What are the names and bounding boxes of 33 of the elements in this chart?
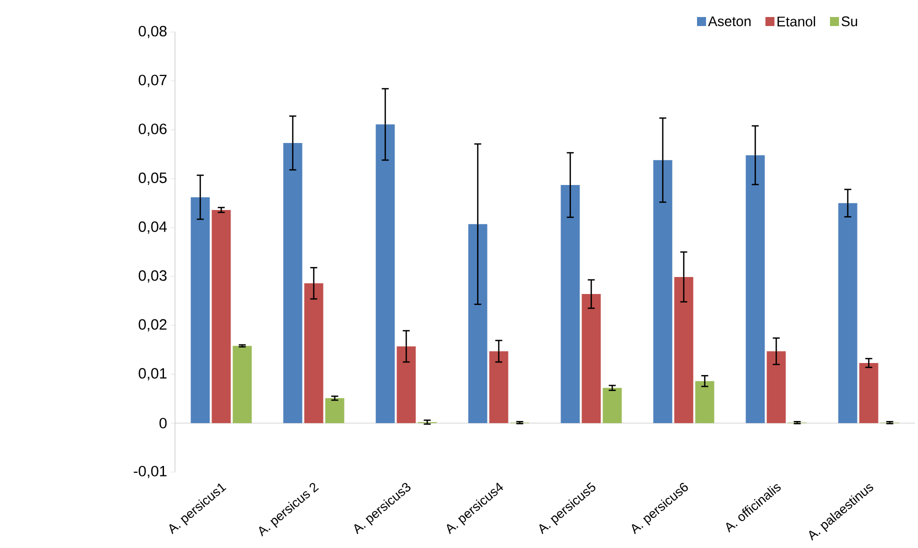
legend-label: Aseton bbox=[708, 16, 751, 26]
y-tick-label: 0,01 bbox=[138, 368, 166, 380]
bar bbox=[489, 351, 508, 424]
y-tick-label: 0,05 bbox=[138, 172, 167, 185]
y-tick-label: 0,02 bbox=[138, 319, 166, 332]
y-tick-label: 0,07 bbox=[138, 74, 166, 88]
y-tick-label: 0,06 bbox=[138, 124, 167, 136]
bar bbox=[396, 346, 416, 424]
legend-label: Etanol bbox=[778, 16, 816, 26]
bar bbox=[376, 124, 395, 424]
y-tick-label: -0,01 bbox=[134, 466, 166, 478]
y-tick-label: 0,08 bbox=[138, 26, 167, 38]
bar bbox=[468, 224, 488, 424]
bar bbox=[653, 160, 672, 424]
bar bbox=[674, 276, 694, 424]
bar bbox=[283, 142, 302, 424]
bar bbox=[560, 185, 580, 424]
bar bbox=[212, 210, 231, 424]
bar bbox=[232, 346, 252, 424]
bar bbox=[695, 381, 714, 424]
legend-label: Su bbox=[842, 16, 858, 26]
bar bbox=[859, 362, 878, 424]
bar bbox=[838, 203, 858, 424]
bar bbox=[746, 155, 765, 424]
y-tick-label: 0,04 bbox=[138, 221, 167, 234]
bar bbox=[190, 197, 210, 424]
y-tick-label: 0,03 bbox=[138, 270, 167, 283]
y-tick-label: 0 bbox=[159, 418, 167, 428]
bar bbox=[582, 294, 601, 424]
bar bbox=[304, 283, 324, 424]
bar bbox=[766, 351, 786, 424]
bar bbox=[325, 398, 344, 424]
bar bbox=[602, 388, 622, 424]
